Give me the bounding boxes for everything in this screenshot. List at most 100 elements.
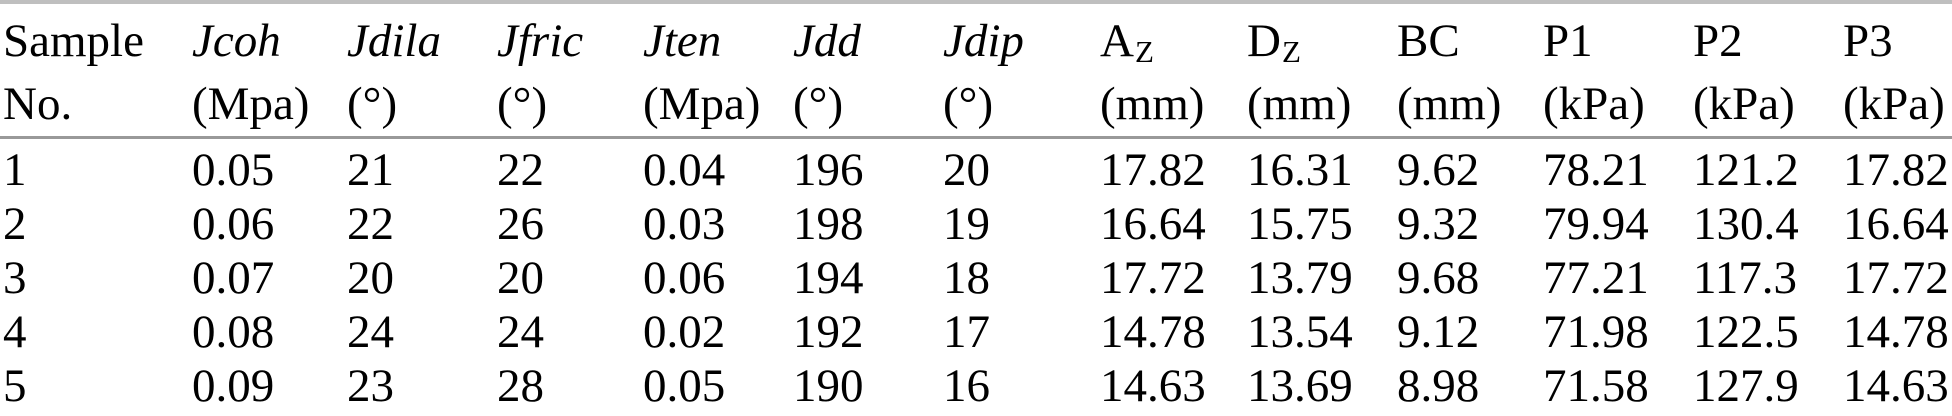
value-cell: 28 bbox=[497, 359, 544, 412]
value-cell: 19 bbox=[943, 197, 990, 250]
col-unit: (°) bbox=[347, 77, 398, 130]
col-unit: (°) bbox=[793, 77, 844, 130]
col-header-az: AZ (mm) bbox=[1100, 2, 1247, 139]
col-header-jdd: Jdd (°) bbox=[793, 2, 943, 139]
value-cell: 8.98 bbox=[1397, 359, 1480, 412]
value-cell: 190 bbox=[793, 359, 864, 412]
value-cell: 14.78 bbox=[1100, 305, 1206, 358]
value-cell: 130.4 bbox=[1693, 197, 1799, 250]
value-cell: 20 bbox=[497, 251, 544, 304]
header-row: Sample No. Jcoh (Mpa) Jdila (°) Jfric (°… bbox=[0, 2, 1952, 139]
value-cell: 9.32 bbox=[1397, 197, 1480, 250]
col-header-p2: P2 (kPa) bbox=[1693, 2, 1843, 139]
value-cell: 0.02 bbox=[643, 305, 726, 358]
col-name: Jdd bbox=[793, 15, 861, 67]
value-cell: 26 bbox=[497, 197, 544, 250]
col-header-sample-no: Sample No. bbox=[0, 2, 192, 139]
value-cell: 78.21 bbox=[1543, 143, 1649, 196]
value-cell: 9.12 bbox=[1397, 305, 1480, 358]
col-unit: No. bbox=[3, 77, 73, 130]
col-unit: (kPa) bbox=[1543, 77, 1645, 130]
col-header-jdila: Jdila (°) bbox=[347, 2, 497, 139]
value-cell: 14.78 bbox=[1843, 305, 1949, 358]
value-cell: 20 bbox=[943, 143, 990, 196]
value-cell: 117.3 bbox=[1693, 251, 1798, 304]
sample-number-cell: 2 bbox=[3, 197, 27, 250]
col-unit: (kPa) bbox=[1693, 77, 1795, 130]
col-name: Jdila bbox=[347, 15, 441, 67]
col-unit: (Mpa) bbox=[643, 77, 761, 130]
value-cell: 198 bbox=[793, 197, 864, 250]
col-header-dz: DZ (mm) bbox=[1247, 2, 1397, 139]
value-cell: 121.2 bbox=[1693, 143, 1799, 196]
value-cell: 0.07 bbox=[192, 251, 275, 304]
col-name: P3 bbox=[1843, 15, 1893, 67]
value-cell: 13.54 bbox=[1247, 305, 1353, 358]
value-cell: 0.06 bbox=[192, 197, 275, 250]
value-cell: 79.94 bbox=[1543, 197, 1649, 250]
value-cell: 17.82 bbox=[1843, 143, 1949, 196]
value-cell: 24 bbox=[497, 305, 544, 358]
col-header-p1: P1 (kPa) bbox=[1543, 2, 1693, 139]
value-cell: 0.09 bbox=[192, 359, 275, 412]
sample-number-cell: 4 bbox=[3, 305, 27, 358]
value-cell: 14.63 bbox=[1843, 359, 1949, 412]
sample-number-cell: 1 bbox=[3, 143, 27, 196]
table-row: 4 0.08 24 24 0.02 192 17 14.78 13.54 9.12 71.98 122… bbox=[0, 305, 1952, 359]
value-cell: 17.82 bbox=[1100, 143, 1206, 196]
col-name: Jfric bbox=[497, 15, 584, 67]
table-row: 2 0.06 22 26 0.03 198 19 16.64 15.75 9.32 79.94 130… bbox=[0, 197, 1952, 251]
col-name: P1 bbox=[1543, 15, 1593, 67]
value-cell: 0.03 bbox=[643, 197, 726, 250]
value-cell: 0.06 bbox=[643, 251, 726, 304]
value-cell: 16.64 bbox=[1100, 197, 1206, 250]
value-cell: 71.58 bbox=[1543, 359, 1649, 412]
value-cell: 122.5 bbox=[1693, 305, 1799, 358]
col-name: P2 bbox=[1693, 15, 1743, 67]
value-cell: 194 bbox=[793, 251, 864, 304]
table-header: Sample No. Jcoh (Mpa) Jdila (°) Jfric (°… bbox=[0, 2, 1952, 139]
value-cell: 22 bbox=[347, 197, 394, 250]
col-header-jten: Jten (Mpa) bbox=[643, 2, 793, 139]
col-name: Jcoh bbox=[192, 15, 281, 67]
col-unit: (mm) bbox=[1247, 77, 1352, 130]
value-cell: 0.05 bbox=[192, 143, 275, 196]
value-cell: 17.72 bbox=[1100, 251, 1206, 304]
value-cell: 15.75 bbox=[1247, 197, 1353, 250]
value-cell: 0.08 bbox=[192, 305, 275, 358]
value-cell: 13.69 bbox=[1247, 359, 1353, 412]
value-cell: 71.98 bbox=[1543, 305, 1649, 358]
value-cell: 22 bbox=[497, 143, 544, 196]
value-cell: 13.79 bbox=[1247, 251, 1353, 304]
value-cell: 21 bbox=[347, 143, 394, 196]
col-name: Jdip bbox=[943, 15, 1024, 67]
value-cell: 16.64 bbox=[1843, 197, 1949, 250]
value-cell: 9.62 bbox=[1397, 143, 1480, 196]
col-unit: (mm) bbox=[1100, 77, 1205, 130]
value-cell: 16 bbox=[943, 359, 990, 412]
table-row: 3 0.07 20 20 0.06 194 18 17.72 13.79 9.68 77.21 117… bbox=[0, 251, 1952, 305]
table-body: 1 0.05 21 22 0.04 196 20 17.82 16.31 9.62 78.21 121… bbox=[0, 137, 1952, 416]
value-cell: 77.21 bbox=[1543, 251, 1649, 304]
value-cell: 0.05 bbox=[643, 359, 726, 412]
col-name: Sample bbox=[3, 15, 144, 67]
col-name: AZ bbox=[1100, 15, 1154, 69]
value-cell: 16.31 bbox=[1247, 143, 1353, 196]
value-cell: 0.04 bbox=[643, 143, 726, 196]
col-unit: (°) bbox=[943, 77, 994, 130]
col-name: Jten bbox=[643, 15, 722, 67]
value-cell: 23 bbox=[347, 359, 394, 412]
value-cell: 127.9 bbox=[1693, 359, 1799, 412]
col-unit: (°) bbox=[497, 77, 548, 130]
value-cell: 17 bbox=[943, 305, 990, 358]
col-header-p3: P3 (kPa) bbox=[1843, 2, 1952, 139]
value-cell: 18 bbox=[943, 251, 990, 304]
sample-number-cell: 5 bbox=[3, 359, 27, 412]
col-unit: (mm) bbox=[1397, 77, 1502, 130]
table-row: 5 0.09 23 28 0.05 190 16 14.63 13.69 8.98 71.58 127… bbox=[0, 359, 1952, 416]
col-name: DZ bbox=[1247, 15, 1301, 69]
value-cell: 14.63 bbox=[1100, 359, 1206, 412]
col-unit: (Mpa) bbox=[192, 77, 310, 130]
